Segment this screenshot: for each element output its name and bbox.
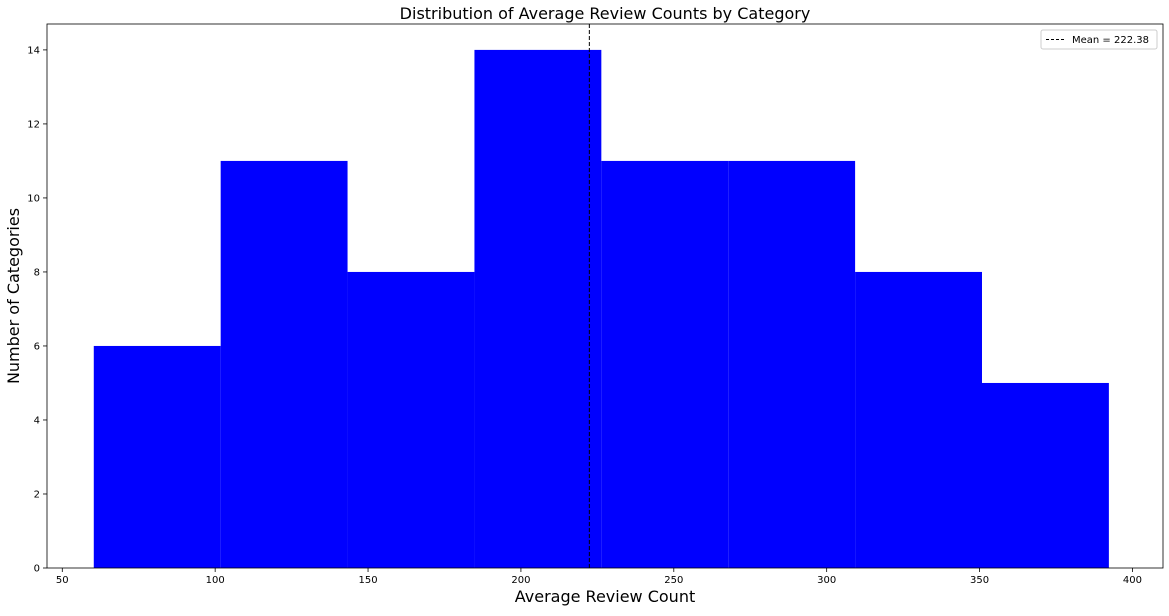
x-tick-label: 150	[358, 575, 377, 586]
x-axis-title: Average Review Count	[515, 587, 695, 606]
y-tick-label: 8	[34, 267, 40, 278]
histogram-bar	[855, 271, 982, 568]
y-tick-label: 6	[34, 341, 40, 352]
bars-layer	[93, 49, 1109, 568]
y-tick-label: 14	[27, 45, 40, 56]
x-ticks: 50 100 150 200 250 300 350 400	[56, 568, 1142, 586]
y-axis-title: Number of Categories	[4, 208, 23, 384]
histogram-bar	[728, 160, 856, 568]
legend-box	[1040, 29, 1158, 50]
y-tick-label: 4	[34, 415, 40, 426]
x-tick-label: 200	[511, 575, 530, 586]
y-tick-label: 2	[34, 489, 40, 500]
y-tick-label: 12	[27, 119, 40, 130]
x-tick-label: 50	[56, 575, 69, 586]
histogram-bar	[93, 345, 221, 568]
legend-mean-label: Mean = 222.38	[1072, 35, 1149, 46]
histogram-bar	[474, 49, 602, 568]
histogram-bar	[981, 382, 1109, 568]
y-tick-label: 0	[34, 564, 40, 575]
x-tick-label: 300	[817, 575, 836, 586]
x-tick-label: 250	[664, 575, 683, 586]
y-tick-label: 10	[27, 193, 40, 204]
histogram-bar	[601, 160, 729, 568]
legend: Mean = 222.38	[1040, 29, 1158, 50]
y-ticks: 0 2 4 6 8 10 12 14	[27, 45, 47, 575]
x-tick-label: 100	[206, 575, 225, 586]
chart-title: Distribution of Average Review Counts by…	[400, 4, 811, 23]
histogram-bar	[347, 271, 475, 568]
plot-frame	[46, 23, 1164, 569]
x-tick-label: 350	[970, 575, 989, 586]
axes-layer	[46, 23, 1164, 569]
x-tick-label: 400	[1123, 575, 1142, 586]
histogram-bar	[220, 160, 348, 568]
